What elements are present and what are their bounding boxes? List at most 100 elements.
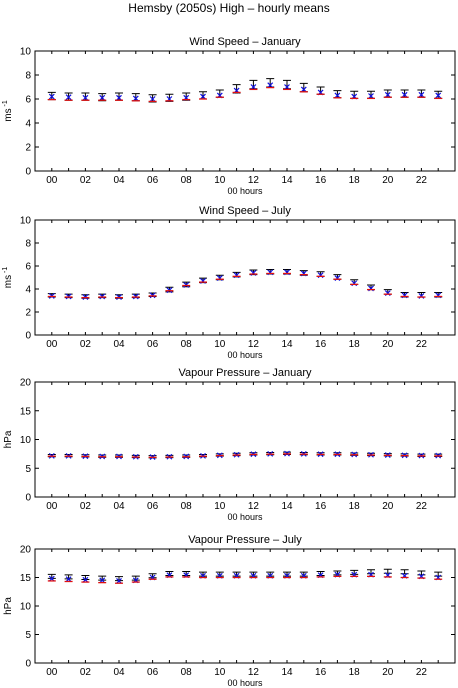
x-axis-label: 00 hours <box>227 186 263 196</box>
y-tick-label: 0 <box>25 659 31 670</box>
x-tick-label: 04 <box>113 667 125 678</box>
x-tick-label: 06 <box>147 667 159 678</box>
y-axis-label-unit: hPa <box>3 597 14 615</box>
y-tick-label: 2 <box>25 308 31 319</box>
x-tick-label: 06 <box>147 339 159 350</box>
series-x <box>48 269 442 300</box>
x-marker <box>267 82 274 89</box>
x-marker <box>116 94 122 101</box>
x-tick-label: 10 <box>214 667 226 678</box>
y-tick-label: 0 <box>25 331 31 342</box>
y-tick-label: 0 <box>25 167 31 178</box>
errorbar-mark <box>333 90 342 99</box>
y-tick-label: 15 <box>20 573 32 584</box>
x-tick-label: 18 <box>349 501 361 512</box>
x-axis-label: 00 hours <box>227 512 263 522</box>
series-tick <box>47 86 443 103</box>
y-tick-label: 8 <box>25 239 31 250</box>
x-tick-label: 22 <box>416 339 428 350</box>
x-tick-label: 22 <box>416 667 428 678</box>
x-marker <box>284 84 290 90</box>
errorbar-mark <box>367 90 375 99</box>
plot-frame <box>34 219 456 336</box>
x-marker <box>149 96 156 102</box>
y-tick-label: 6 <box>25 95 31 106</box>
x-marker <box>300 86 307 93</box>
x-marker <box>82 94 89 101</box>
x-tick-label: 04 <box>113 339 125 350</box>
y-axis-label: hPa <box>3 597 14 615</box>
errorbar-mark <box>417 570 426 576</box>
y-tick-label: 5 <box>25 464 31 475</box>
x-tick-label: 00 <box>46 175 58 186</box>
x-tick-label: 18 <box>349 667 361 678</box>
x-tick-label: 16 <box>315 667 327 678</box>
chart-title: Wind Speed – January <box>189 36 301 48</box>
errorbar-mark <box>131 93 140 102</box>
y-axis-label-exponent: -1 <box>2 100 9 108</box>
x-tick-label: 02 <box>80 667 92 678</box>
y-axis-label: hPa <box>3 430 14 448</box>
figure-title: Hemsby (2050s) High – hourly means <box>128 1 329 15</box>
x-tick-label: 10 <box>214 501 226 512</box>
x-tick-label: 10 <box>214 339 226 350</box>
x-marker <box>435 92 442 99</box>
x-marker <box>384 91 391 98</box>
x-tick-label: 08 <box>181 667 193 678</box>
y-tick-label: 0 <box>25 493 31 504</box>
errorbar-mark <box>115 92 123 101</box>
x-tick-label: 14 <box>281 667 293 678</box>
y-tick-label: 15 <box>20 406 32 417</box>
errorbar-mark <box>350 569 359 575</box>
x-marker <box>418 91 425 98</box>
y-tick-label: 4 <box>25 119 31 130</box>
y-tick-label: 10 <box>20 216 32 227</box>
series-errorbar <box>47 78 443 103</box>
x-tick-label: 04 <box>113 501 125 512</box>
x-tick-label: 10 <box>214 175 226 186</box>
errorbar-mark <box>299 82 308 93</box>
errorbar-mark <box>98 575 107 581</box>
errorbar-mark <box>417 89 426 98</box>
errorbar-mark <box>367 569 375 575</box>
y-tick-label: 2 <box>25 143 31 154</box>
y-axis-label: ms -1 <box>2 267 14 289</box>
series-tick <box>47 453 443 458</box>
x-tick-label: 02 <box>80 501 92 512</box>
x-marker <box>401 91 408 98</box>
series-x <box>48 450 442 460</box>
x-tick-label: 00 <box>46 667 58 678</box>
x-tick-label: 00 <box>46 501 58 512</box>
x-tick-label: 22 <box>416 501 428 512</box>
x-marker <box>65 94 72 101</box>
series-tick <box>47 575 443 584</box>
x-tick-label: 22 <box>416 175 428 186</box>
x-tick-label: 00 <box>46 339 58 350</box>
series-errorbar <box>47 268 443 299</box>
x-tick-label: 18 <box>349 175 361 186</box>
errorbar-mark <box>131 575 140 581</box>
y-tick-label: 5 <box>25 630 31 641</box>
errorbar-mark <box>434 571 443 577</box>
errorbar-mark <box>81 92 90 101</box>
x-tick-label: 08 <box>181 339 193 350</box>
x-tick-label: 16 <box>315 501 327 512</box>
x-tick-label: 12 <box>248 501 260 512</box>
errorbar-mark <box>81 575 90 580</box>
plot-frame <box>34 50 456 172</box>
errorbar-mark <box>400 569 409 575</box>
errorbar-mark <box>400 89 409 98</box>
errorbar-mark <box>383 89 392 98</box>
y-tick-label: 4 <box>25 285 31 296</box>
x-tick-label: 06 <box>147 501 159 512</box>
x-marker <box>200 93 206 100</box>
series-x <box>48 571 442 584</box>
series-x <box>48 82 442 102</box>
x-marker <box>99 94 106 101</box>
x-tick-label: 08 <box>181 175 193 186</box>
errorbar-mark <box>47 573 56 579</box>
y-tick-label: 10 <box>20 602 32 613</box>
